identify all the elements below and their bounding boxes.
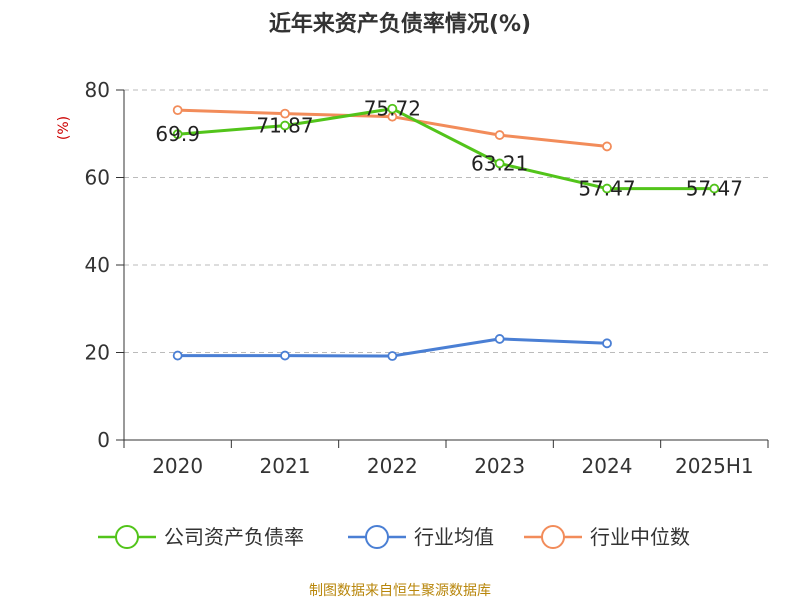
legend-label: 行业均值 [414, 525, 494, 549]
data-point [494, 334, 505, 344]
data-label-layer: 69.9 71.87 75.72 63.21 57.47 57.47 [155, 97, 743, 201]
data-point [602, 183, 612, 194]
data-label: 63.21 [471, 151, 528, 175]
x-tick-label: 2025H1 [675, 454, 754, 478]
data-label: 57.47 [578, 177, 635, 201]
data-point [387, 103, 398, 114]
x-tick-label: 2022 [367, 454, 418, 478]
data-point [494, 130, 505, 140]
series-layer [172, 103, 720, 361]
axis-layer: 0 20 40 60 80 (%) 2020 2021 2022 2023 2024 2025H1 [56, 78, 769, 478]
legend: 公司资产负债率 行业均值 行业中位数 [98, 525, 690, 549]
y-tick-label: 80 [85, 78, 110, 102]
y-tick-label: 40 [85, 253, 110, 277]
x-tick-label: 2023 [474, 454, 525, 478]
legend-label: 公司资产负债率 [164, 525, 304, 549]
x-tick-label: 2020 [152, 454, 203, 478]
legend-marker [115, 525, 139, 549]
series-line [177, 107, 715, 191]
y-tick-label: 60 [85, 166, 110, 190]
y-tick-label: 0 [97, 428, 110, 452]
data-point [172, 350, 183, 361]
legend-marker [541, 525, 565, 549]
data-point [494, 158, 505, 169]
x-tick-label: 2024 [582, 454, 633, 478]
y-tick-label: 20 [85, 341, 110, 365]
data-label: 71.87 [256, 114, 313, 138]
data-point [172, 105, 183, 116]
data-label: 57.47 [686, 177, 743, 201]
data-point [280, 108, 290, 119]
legend-label: 行业中位数 [590, 525, 690, 549]
data-label: 75.72 [364, 97, 421, 121]
x-tick-label: 2021 [260, 454, 311, 478]
y-axis-label: (%) [56, 116, 72, 140]
data-point [709, 183, 720, 194]
data-point [387, 351, 398, 361]
data-point [172, 129, 183, 140]
legend-marker [365, 525, 389, 549]
source-note: 制图数据来自恒生聚源数据库 [309, 583, 491, 599]
data-point [280, 350, 290, 361]
data-label: 69.9 [155, 122, 200, 146]
chart-title: 近年来资产负债率情况(%) [268, 12, 532, 37]
data-point [602, 338, 612, 349]
data-point [280, 120, 290, 131]
data-point [602, 141, 612, 152]
